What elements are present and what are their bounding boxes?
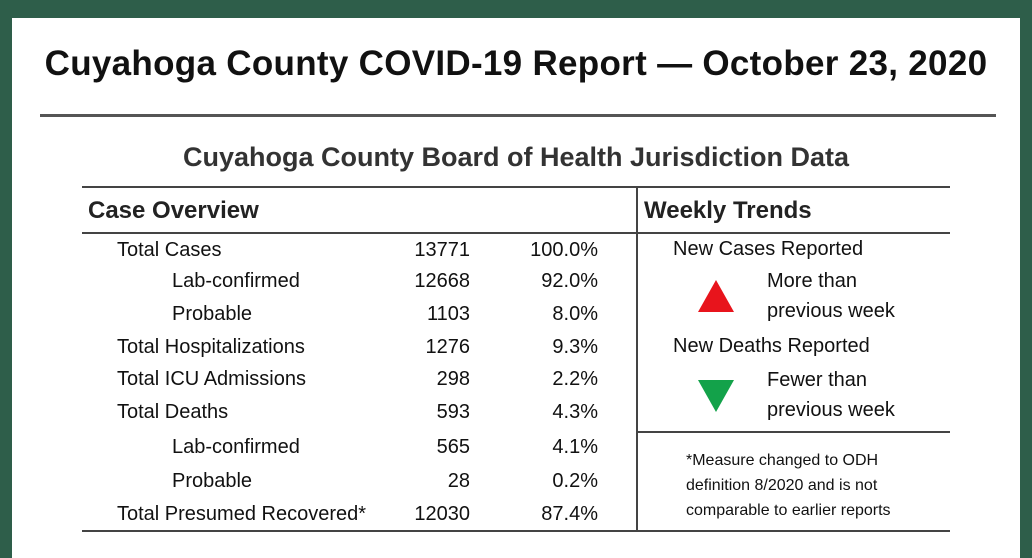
row-value: 1276	[425, 336, 471, 358]
weekly-trends-heading: Weekly Trends	[644, 197, 812, 224]
row-pct: 4.1%	[552, 436, 598, 458]
new-deaths-trend-text: Fewer than previous week	[767, 365, 895, 425]
title-divider	[40, 114, 996, 117]
row-value: 13771	[414, 239, 470, 261]
trend-line: previous week	[767, 300, 895, 322]
table-top-rule	[82, 186, 950, 188]
row-pct: 100.0%	[530, 239, 598, 261]
new-cases-label: New Cases Reported	[673, 238, 864, 260]
new-cases-trend-text: More than previous week	[767, 266, 895, 326]
header-bottom-rule	[82, 232, 950, 234]
trend-down-arrow-icon	[698, 380, 734, 412]
footnote: *Measure changed to ODH definition 8/202…	[686, 448, 966, 523]
row-label: Probable	[172, 303, 253, 325]
trends-footnote-rule	[638, 431, 950, 433]
table-subtitle: Cuyahoga County Board of Health Jurisdic…	[182, 142, 850, 172]
row-pct: 2.2%	[552, 368, 598, 390]
footnote-line: comparable to earlier reports	[686, 502, 891, 519]
row-pct: 0.2%	[552, 470, 598, 492]
footnote-line: *Measure changed to ODH	[686, 452, 879, 469]
row-value: 565	[436, 436, 470, 458]
footnote-line: definition 8/2020 and is not	[686, 477, 878, 494]
trend-line: Fewer than	[767, 369, 868, 391]
row-label: Lab-confirmed	[172, 436, 300, 458]
row-value: 593	[436, 401, 470, 423]
row-label: Total ICU Admissions	[117, 368, 306, 390]
row-label: Total Cases	[117, 239, 222, 261]
case-overview-heading: Case Overview	[88, 197, 259, 224]
row-pct: 92.0%	[541, 270, 598, 292]
trend-up-arrow-icon	[698, 280, 734, 312]
table-bottom-rule	[82, 530, 950, 532]
row-pct: 87.4%	[541, 503, 598, 525]
row-pct: 9.3%	[552, 336, 598, 358]
row-value: 28	[447, 470, 470, 492]
row-label: Total Deaths	[117, 401, 229, 423]
row-value: 298	[436, 368, 470, 390]
row-pct: 4.3%	[552, 401, 598, 423]
row-label: Probable	[172, 470, 253, 492]
trend-line: More than	[767, 270, 858, 292]
row-value: 12030	[414, 503, 470, 525]
row-pct: 8.0%	[552, 303, 598, 325]
column-divider	[636, 186, 638, 530]
row-label: Total Presumed Recovered*	[117, 503, 367, 525]
page-title: Cuyahoga County COVID-19 Report — Octobe…	[44, 44, 988, 83]
row-value: 12668	[414, 270, 470, 292]
trend-line: previous week	[767, 399, 895, 421]
new-deaths-label: New Deaths Reported	[673, 335, 870, 357]
row-label: Lab-confirmed	[172, 270, 300, 292]
row-label: Total Hospitalizations	[117, 336, 305, 358]
row-value: 1103	[426, 303, 470, 325]
report-panel: Cuyahoga County COVID-19 Report — Octobe…	[12, 18, 1020, 558]
